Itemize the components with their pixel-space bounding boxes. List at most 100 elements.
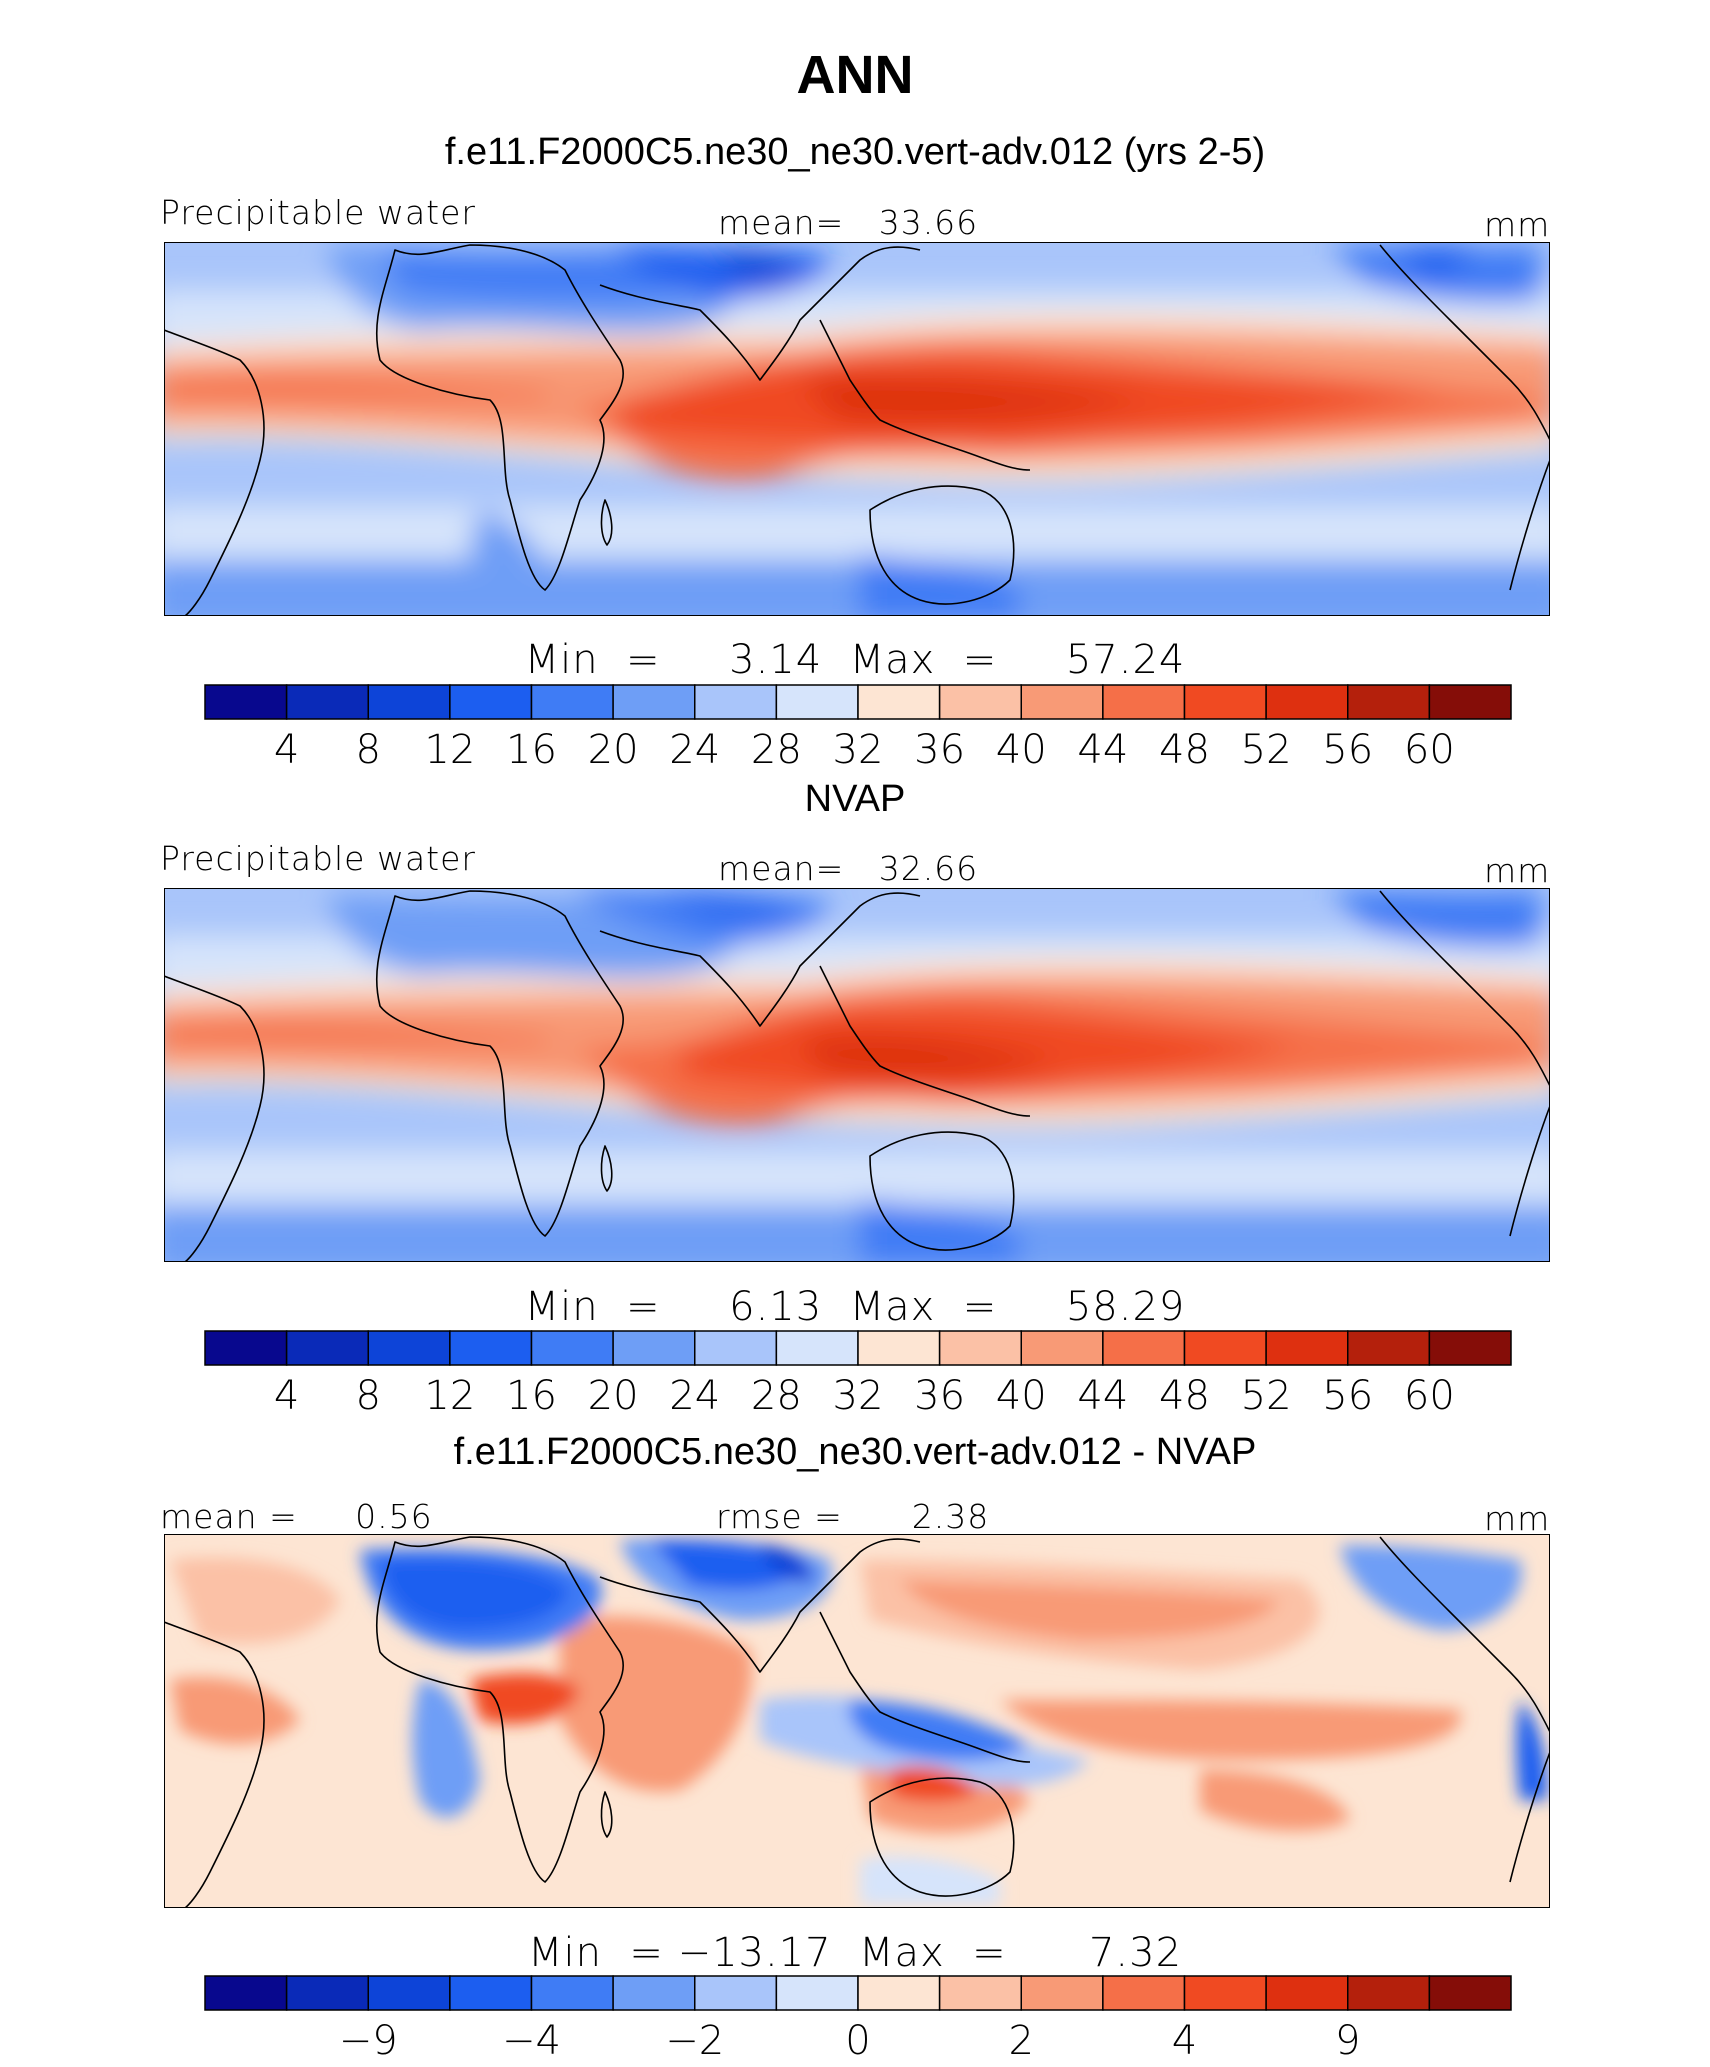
colorbar-segment bbox=[1102, 684, 1186, 720]
colorbar-segment bbox=[612, 684, 696, 720]
colorbar-tick-label: 52 bbox=[1241, 1373, 1292, 1419]
colorbar-tick-label: 20 bbox=[588, 1373, 639, 1419]
colorbar-segment bbox=[612, 1330, 696, 1366]
land-australia bbox=[869, 1131, 1015, 1251]
colorbar-segment bbox=[530, 684, 614, 720]
land-south-america-west bbox=[164, 975, 265, 1262]
land-arabia-india bbox=[599, 246, 921, 381]
colorbar-segment bbox=[449, 684, 533, 720]
colorbar-segment bbox=[285, 1330, 369, 1366]
colorbar-tick-label: 8 bbox=[356, 1373, 381, 1419]
colorbar-tick-label: 56 bbox=[1322, 727, 1373, 773]
land-africa bbox=[375, 244, 625, 591]
colorbar-segment bbox=[694, 684, 778, 720]
panel-1-mean-label: mean= 33.66 bbox=[718, 203, 979, 242]
colorbar-tick-label: −9 bbox=[339, 2018, 398, 2064]
land-arabia-india bbox=[599, 1538, 921, 1673]
colorbar-tick-label: 16 bbox=[506, 1373, 557, 1419]
colorbar-segment bbox=[1428, 684, 1512, 720]
land-americas bbox=[1379, 1536, 1550, 1883]
land-madagascar bbox=[600, 499, 613, 546]
colorbar-segment bbox=[1265, 1330, 1349, 1366]
panel-2-minmax-label: Min = 6.13 Max = 58.29 bbox=[524, 1284, 1186, 1330]
colorbar-tick-label: 4 bbox=[274, 727, 299, 773]
colorbar-segment bbox=[285, 1975, 369, 2011]
panel-1-minmax-label: Min = 3.14 Max = 57.24 bbox=[524, 637, 1186, 683]
colorbar-segment bbox=[367, 1975, 451, 2011]
colorbar-segment bbox=[1020, 684, 1104, 720]
colorbar-segment bbox=[694, 1975, 778, 2011]
land-americas bbox=[1379, 890, 1550, 1237]
panel-2-mean-label: mean= 32.66 bbox=[718, 849, 979, 888]
colorbar-segment bbox=[1347, 684, 1431, 720]
colorbar-segment bbox=[449, 1975, 533, 2011]
land-se-asia bbox=[819, 319, 1031, 471]
colorbar-segment bbox=[1102, 1975, 1186, 2011]
colorbar-segment bbox=[694, 1330, 778, 1366]
colorbar-tick-label: 9 bbox=[1335, 2018, 1360, 2064]
colorbar-tick-label: 60 bbox=[1404, 1373, 1455, 1419]
colorbar-segment bbox=[775, 684, 859, 720]
land-madagascar bbox=[600, 1145, 613, 1192]
colorbar-segment bbox=[1183, 684, 1267, 720]
colorbar-2: 4 8 12 16 20 24 28 32 36 40 44 48 52 56 60 bbox=[204, 1330, 1512, 1419]
panel-1-map bbox=[164, 242, 1550, 616]
colorbar-tick-label: 0 bbox=[845, 2018, 870, 2064]
colorbar-tick-label: 24 bbox=[669, 1373, 720, 1419]
colorbar-segment bbox=[1183, 1330, 1267, 1366]
colorbar-tick-label: 2 bbox=[1009, 2018, 1034, 2064]
panel-3-units-label: mm bbox=[1484, 1499, 1551, 1538]
colorbar-tick-label: 32 bbox=[833, 727, 884, 773]
colorbar-segment bbox=[367, 684, 451, 720]
colorbar-tick-label: 8 bbox=[356, 727, 381, 773]
land-south-america-west bbox=[164, 329, 265, 616]
colorbar-tick-label: 4 bbox=[1172, 2018, 1197, 2064]
colorbar-tick-label: −4 bbox=[502, 2018, 561, 2064]
colorbar-segment bbox=[530, 1330, 614, 1366]
panel-2-units-label: mm bbox=[1484, 851, 1551, 890]
colorbar-tick-label: 36 bbox=[914, 727, 965, 773]
panel-1-units-label: mm bbox=[1484, 205, 1551, 244]
panel-1-variable-label: Precipitable water bbox=[160, 193, 476, 232]
colorbar-tick-label: 56 bbox=[1322, 1373, 1373, 1419]
colorbar-tick-label: 40 bbox=[996, 1373, 1047, 1419]
colorbar-segment bbox=[1265, 1975, 1349, 2011]
colorbar-segment bbox=[1347, 1330, 1431, 1366]
panel-2-variable-label: Precipitable water bbox=[160, 839, 476, 878]
land-africa bbox=[375, 1536, 625, 1883]
land-americas bbox=[1379, 244, 1550, 591]
colorbar-segment bbox=[938, 1330, 1022, 1366]
colorbar-tick-label: 12 bbox=[424, 1373, 475, 1419]
colorbar-tick-label: 60 bbox=[1404, 727, 1455, 773]
colorbar-segment bbox=[1183, 1975, 1267, 2011]
colorbar-tick-label: 16 bbox=[506, 727, 557, 773]
colorbar-segment bbox=[1265, 684, 1349, 720]
panel-2-title: NVAP bbox=[804, 778, 906, 820]
colorbar-tick-label: 48 bbox=[1159, 1373, 1210, 1419]
land-australia bbox=[869, 1777, 1015, 1897]
colorbar-segment bbox=[449, 1330, 533, 1366]
land-se-asia bbox=[819, 1611, 1031, 1763]
colorbar-3: −9 −4 −2 0 2 4 9 bbox=[204, 1975, 1512, 2064]
colorbar-segment bbox=[1347, 1975, 1431, 2011]
colorbar-tick-label: 32 bbox=[833, 1373, 884, 1419]
colorbar-tick-label: 24 bbox=[669, 727, 720, 773]
colorbar-tick-label: 4 bbox=[274, 1373, 299, 1419]
panel-3-minmax-label: Min = −13.17 Max = 7.32 bbox=[527, 1930, 1183, 1976]
colorbar-tick-label: 20 bbox=[588, 727, 639, 773]
colorbar-tick-label: 48 bbox=[1159, 727, 1210, 773]
panel-3-mean-label: mean = 0.56 bbox=[160, 1497, 433, 1536]
colorbar-tick-label: 28 bbox=[751, 727, 802, 773]
colorbar-segment bbox=[1428, 1975, 1512, 2011]
colorbar-tick-label: 36 bbox=[914, 1373, 965, 1419]
colorbar-segment bbox=[857, 1330, 941, 1366]
land-south-america-west bbox=[164, 1621, 265, 1908]
land-se-asia bbox=[819, 965, 1031, 1117]
colorbar-segment bbox=[285, 684, 369, 720]
figure-title: ANN bbox=[796, 45, 914, 105]
land-africa bbox=[375, 890, 625, 1237]
colorbar-segment bbox=[204, 1975, 288, 2011]
colorbar-tick-label: 12 bbox=[424, 727, 475, 773]
colorbar-segment bbox=[612, 1975, 696, 2011]
